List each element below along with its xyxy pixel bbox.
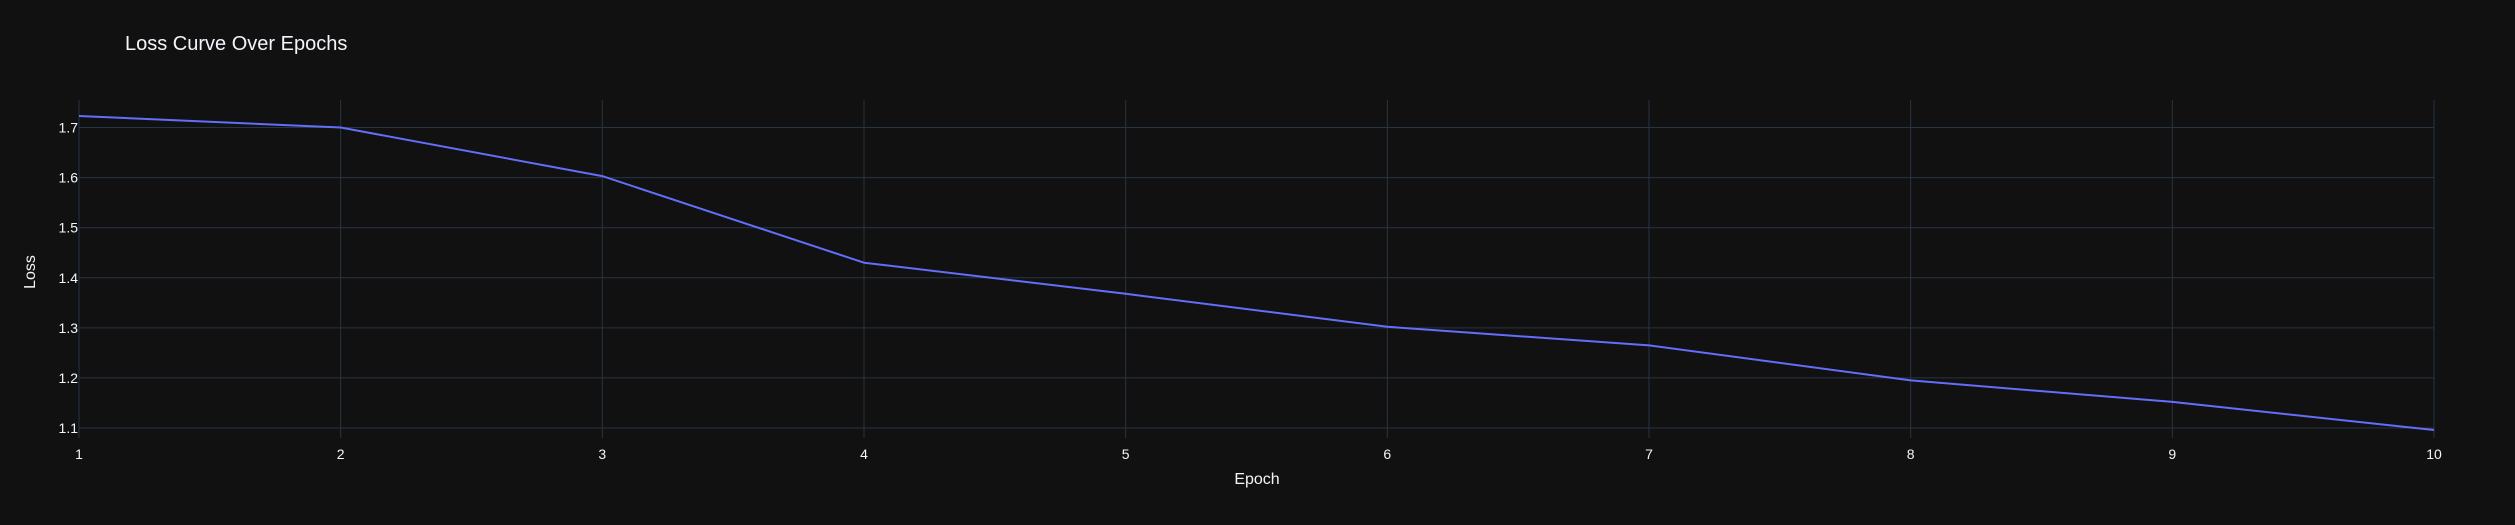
x-tick-label: 1: [75, 446, 83, 462]
x-tick-label: 4: [860, 446, 868, 462]
x-tick-label: 5: [1122, 446, 1130, 462]
y-tick-label: 1.6: [59, 170, 79, 186]
series-layer: [78, 115, 2435, 431]
x-tick-label: 9: [2168, 446, 2176, 462]
y-tick-label: 1.7: [59, 120, 79, 136]
y-tick-label: 1.1: [59, 420, 79, 436]
y-tick-label: 1.4: [59, 270, 79, 286]
x-axis-title: Epoch: [1234, 471, 1279, 488]
x-tick-label: 6: [1383, 446, 1391, 462]
grid-layer: [78, 100, 2435, 438]
x-tick-label: 10: [2426, 446, 2442, 462]
y-tick-label: 1.3: [59, 320, 79, 336]
chart-title: Loss Curve Over Epochs: [125, 33, 347, 55]
series-line: [78, 115, 2435, 431]
x-tick-label: 3: [598, 446, 606, 462]
y-tick-label: 1.5: [59, 220, 79, 236]
x-tick-label: 2: [337, 446, 345, 462]
y-tick-label: 1.2: [59, 370, 79, 386]
x-tick-label: 7: [1645, 446, 1653, 462]
x-tick-label: 8: [1907, 446, 1915, 462]
y-axis-title: Loss: [22, 255, 39, 289]
tick-layer: 1 2 3 4 5 6 7 8 9 10 1.1 1.2 1.3 1.4 1.5 1.6 1.7: [59, 120, 2442, 462]
